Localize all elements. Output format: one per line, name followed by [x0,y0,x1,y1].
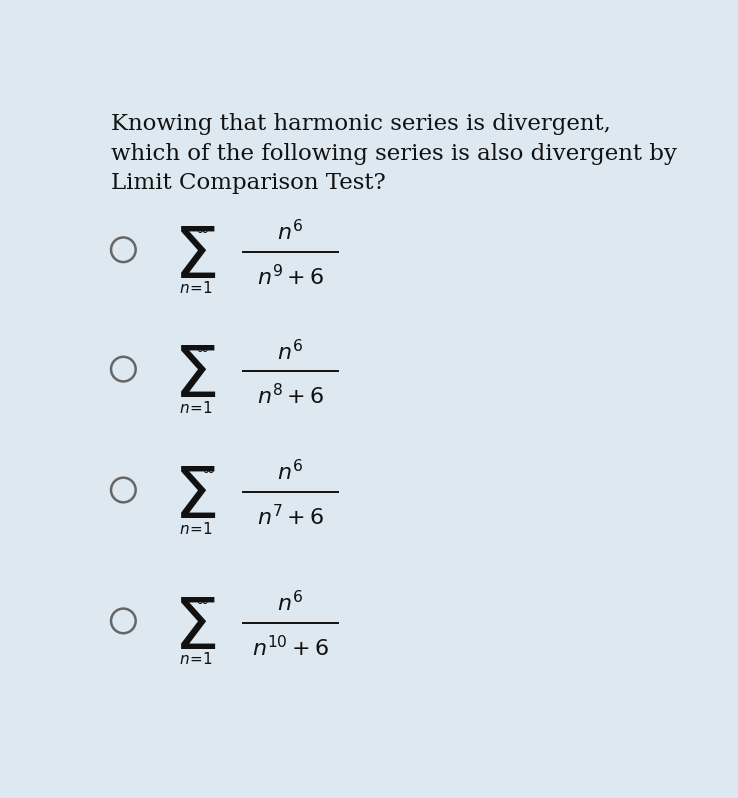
Text: $\infty$: $\infty$ [195,220,209,238]
Text: $n^8+6$: $n^8+6$ [257,384,324,409]
Text: $\infty$: $\infty$ [201,460,215,478]
Text: $\Sigma$: $\Sigma$ [173,342,215,412]
Text: $\Sigma$: $\Sigma$ [173,594,215,664]
Text: $n^6$: $n^6$ [277,591,303,617]
Text: which of the following series is also divergent by: which of the following series is also di… [111,143,677,164]
Text: Limit Comparison Test?: Limit Comparison Test? [111,172,386,194]
Text: $\Sigma$: $\Sigma$ [173,222,215,293]
Text: $n^7+6$: $n^7+6$ [257,505,324,531]
Text: $\Sigma$: $\Sigma$ [173,462,215,533]
Text: $n\!=\!1$: $n\!=\!1$ [179,651,213,667]
Text: $n\!=\!1$: $n\!=\!1$ [179,400,213,416]
Text: $n^6$: $n^6$ [277,340,303,365]
Text: $\infty$: $\infty$ [195,591,209,609]
Text: $n^6$: $n^6$ [277,220,303,246]
Text: $n^9+6$: $n^9+6$ [257,265,324,290]
Text: Knowing that harmonic series is divergent,: Knowing that harmonic series is divergen… [111,113,611,136]
Text: $n\!=\!1$: $n\!=\!1$ [179,280,213,296]
Text: $n^{10}+6$: $n^{10}+6$ [252,636,329,662]
Text: $\infty$: $\infty$ [195,340,209,357]
Text: $n^6$: $n^6$ [277,460,303,486]
Text: $n\!=\!1$: $n\!=\!1$ [179,520,213,536]
